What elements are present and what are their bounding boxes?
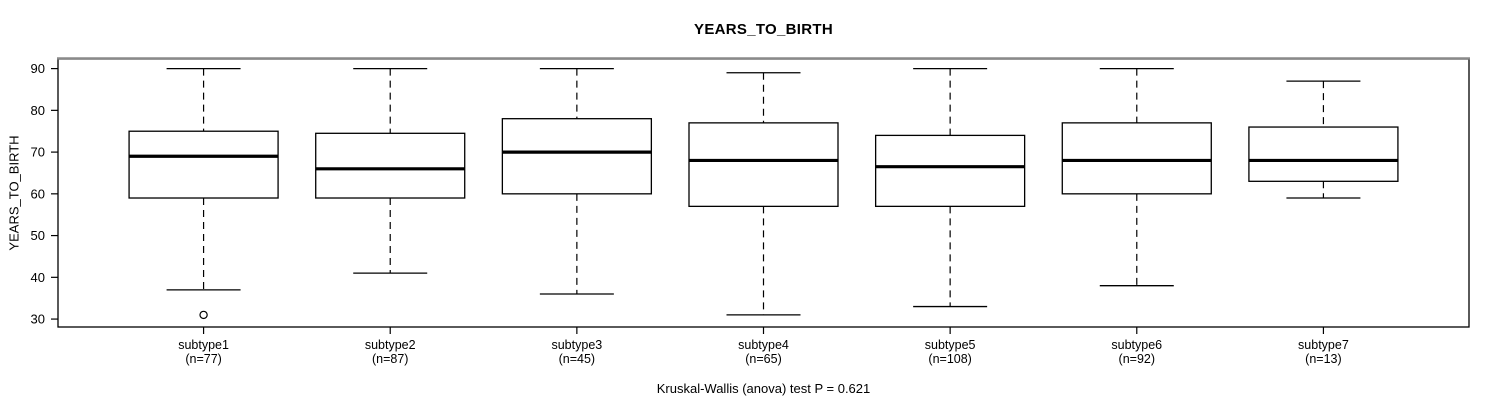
x-group-label: subtype6 <box>1111 338 1162 352</box>
chart-title: YEARS_TO_BIRTH <box>694 21 833 38</box>
iqr-box <box>128 130 279 199</box>
x-group-sublabel: (n=92) <box>1119 352 1155 366</box>
x-group-sublabel: (n=87) <box>372 352 408 366</box>
iqr-box <box>501 118 653 195</box>
outlier-point <box>199 310 208 320</box>
box-group-subtype3: subtype3(n=45) <box>501 67 653 366</box>
x-group-label: subtype4 <box>738 338 789 352</box>
x-group-sublabel: (n=65) <box>745 352 781 366</box>
x-group-label: subtype5 <box>925 338 976 352</box>
x-group-sublabel: (n=45) <box>559 352 595 366</box>
x-group-sublabel: (n=13) <box>1305 352 1341 366</box>
iqr-box <box>874 134 1026 208</box>
x-group-label: subtype3 <box>551 338 602 352</box>
box-group-subtype4: subtype4(n=65) <box>688 72 839 366</box>
x-group-sublabel: (n=108) <box>928 352 971 366</box>
box-group-subtype1: subtype1(n=77) <box>128 67 279 366</box>
iqr-box <box>1061 122 1212 195</box>
y-tick-label: 90 <box>31 61 45 76</box>
x-group-label: subtype7 <box>1298 338 1349 352</box>
y-tick-label: 30 <box>31 312 45 327</box>
x-group-label: subtype2 <box>365 338 416 352</box>
box-group-subtype6: subtype6(n=92) <box>1061 67 1212 366</box>
x-group-label: subtype1 <box>178 338 229 352</box>
y-tick-label: 40 <box>31 270 45 285</box>
stat-test-annotation: Kruskal-Wallis (anova) test P = 0.621 <box>656 381 871 396</box>
x-group-sublabel: (n=77) <box>185 352 221 366</box>
iqr-box <box>315 132 466 199</box>
box-group-subtype2: subtype2(n=87) <box>315 67 466 366</box>
iqr-box <box>1248 126 1399 182</box>
y-tick-label: 60 <box>31 186 45 201</box>
box-group-subtype7: subtype7(n=13) <box>1248 80 1399 366</box>
y-tick-label: 70 <box>31 145 45 160</box>
box-group-subtype5: subtype5(n=108) <box>874 67 1026 366</box>
y-tick-label: 50 <box>31 228 45 243</box>
y-tick-label: 80 <box>31 103 45 118</box>
iqr-box <box>688 122 839 208</box>
